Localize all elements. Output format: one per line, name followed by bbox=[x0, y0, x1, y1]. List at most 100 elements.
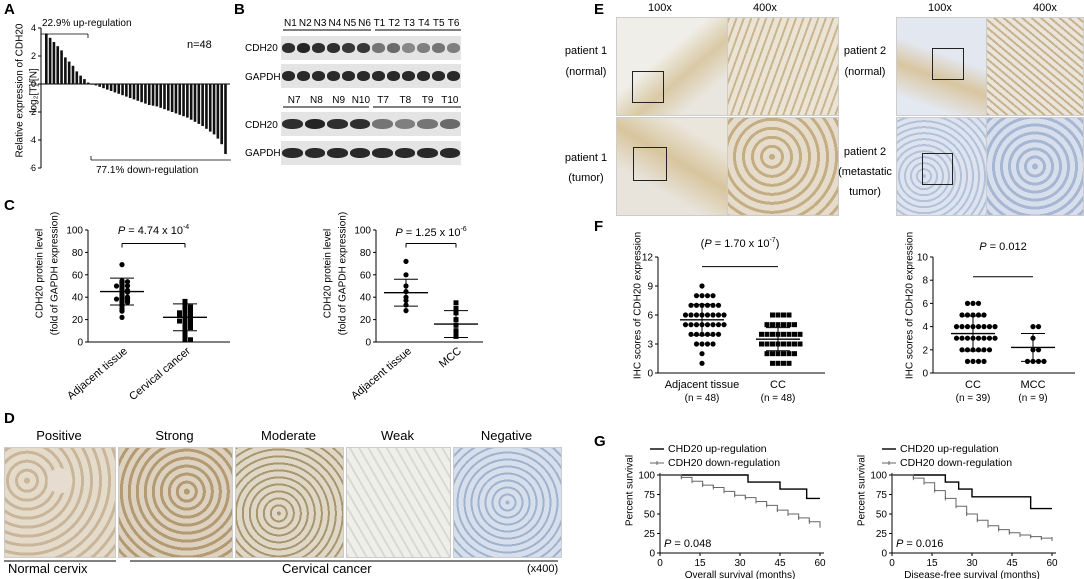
a-bar bbox=[109, 84, 113, 91]
data-point bbox=[775, 351, 781, 357]
data-point bbox=[699, 341, 705, 347]
data-point bbox=[786, 360, 792, 366]
data-point bbox=[792, 341, 797, 347]
data-point bbox=[177, 310, 182, 316]
blot-band bbox=[327, 43, 340, 53]
data-point bbox=[704, 322, 711, 328]
a-bar bbox=[113, 84, 117, 93]
a-bar bbox=[186, 84, 189, 118]
lane-label: N1 bbox=[284, 18, 297, 29]
blot-band bbox=[372, 71, 385, 81]
p-value: P = 0.048 bbox=[664, 538, 711, 550]
panel-c-right-chart: 100 80 60 40 20 0 P = 1.25 x 10-6 Adjacent tiss… bbox=[349, 226, 483, 402]
data-point bbox=[770, 351, 775, 357]
x-label-n: (n = 48) bbox=[685, 393, 720, 404]
lane-label: T2 bbox=[388, 18, 401, 29]
data-point bbox=[786, 341, 792, 347]
survival-curve bbox=[660, 474, 820, 500]
ytick-label: 100 bbox=[638, 471, 655, 482]
lane-label: T8 bbox=[399, 95, 412, 106]
panel-label-a: A bbox=[4, 1, 15, 18]
e-p2-normal-400x bbox=[986, 17, 1084, 116]
blot-band bbox=[297, 71, 310, 81]
data-point bbox=[699, 360, 705, 366]
blot-band bbox=[304, 148, 325, 158]
legend-up: CHD20 up-regulation bbox=[900, 443, 999, 455]
data-point bbox=[792, 331, 797, 337]
panel-c-left-ylabel2: (fold of GAPDH expression) bbox=[49, 211, 61, 336]
a-bar bbox=[64, 57, 67, 84]
ytick-label: 2 bbox=[922, 345, 928, 356]
normal-cervix-label: Normal cervix bbox=[8, 561, 88, 576]
blot1-cdh20-label: CDH20 bbox=[245, 43, 278, 54]
p-value: P = 1.25 x 10-6 bbox=[395, 226, 466, 239]
data-point bbox=[119, 314, 125, 320]
e-left-mag1: 100x bbox=[648, 2, 672, 14]
a-bar bbox=[189, 84, 193, 120]
xtick-label: 60 bbox=[1046, 558, 1058, 569]
blot-band bbox=[372, 43, 385, 53]
lane-label: N8 bbox=[309, 95, 323, 106]
panel-f-right-chart: 10 8 6 4 2 0 P = 0.012 CC (n = 39) MCC (n = 9) bbox=[917, 241, 1075, 404]
panel-label-d: D bbox=[4, 410, 15, 427]
blot2-gapdh-strip bbox=[281, 141, 461, 165]
data-point bbox=[188, 323, 193, 329]
x-label: MCC bbox=[1020, 379, 1045, 391]
a-bar bbox=[151, 84, 155, 106]
a-bar bbox=[212, 84, 216, 135]
data-point bbox=[188, 304, 193, 310]
data-point bbox=[764, 322, 770, 328]
data-point bbox=[964, 312, 971, 318]
data-point bbox=[775, 360, 781, 366]
data-point bbox=[964, 358, 971, 364]
data-point bbox=[981, 358, 987, 364]
xtick-label: 60 bbox=[814, 558, 826, 569]
ytick-label: 25 bbox=[644, 529, 656, 540]
data-point bbox=[964, 335, 971, 341]
panel-a-chart: 4 2 0 -2 -4 -6 bbox=[30, 23, 231, 173]
lane-label: N9 bbox=[332, 95, 346, 106]
data-point bbox=[693, 341, 700, 347]
ytick-label: 6 bbox=[647, 311, 653, 322]
data-point bbox=[453, 300, 459, 306]
blot-band bbox=[282, 148, 303, 158]
blot2-cdh20-label: CDH20 bbox=[245, 120, 278, 131]
data-point bbox=[693, 293, 700, 299]
blot1-gapdh-label: GAPDH bbox=[245, 72, 281, 83]
blot-band bbox=[439, 119, 460, 129]
xtick-label: 0 bbox=[889, 558, 895, 569]
a-bar bbox=[98, 84, 101, 87]
e-p2-tumor-label-c: tumor) bbox=[849, 186, 881, 198]
blot2-gapdh-label: GAPDH bbox=[245, 148, 281, 159]
a-bar bbox=[174, 84, 178, 114]
panel-a-ylabel: Relative expression of CDH20 bbox=[14, 23, 26, 158]
panel-label-b: B bbox=[234, 1, 245, 18]
ytick-label: 40 bbox=[360, 293, 372, 304]
ytick-label: 100 bbox=[354, 226, 371, 237]
blot1-group-lines bbox=[283, 29, 461, 31]
data-point bbox=[715, 312, 722, 318]
data-point bbox=[975, 312, 982, 318]
e-p1-tumor-label-a: patient 1 bbox=[564, 152, 608, 164]
lane-label: N3 bbox=[313, 18, 327, 29]
data-point bbox=[775, 312, 781, 318]
blot2-group-lines bbox=[283, 106, 461, 108]
p-value: P = 0.012 bbox=[979, 241, 1026, 253]
ytick-label: 80 bbox=[72, 248, 84, 259]
ytick-label: 8 bbox=[922, 276, 928, 287]
blot-band bbox=[432, 43, 445, 53]
blot-band bbox=[394, 148, 415, 158]
blot-band bbox=[439, 148, 460, 158]
data-point bbox=[688, 312, 694, 318]
data-point bbox=[119, 261, 125, 268]
data-point bbox=[770, 331, 775, 337]
blot-band bbox=[387, 71, 400, 81]
data-point bbox=[786, 331, 792, 337]
x-label-n: (n = 39) bbox=[956, 393, 991, 404]
data-point bbox=[786, 322, 792, 328]
e-p2-tumor-label-a: patient 2 bbox=[843, 146, 887, 158]
data-point bbox=[992, 335, 998, 341]
ihc-header-moderate: Moderate bbox=[261, 428, 316, 443]
blot-band bbox=[372, 148, 393, 158]
data-point bbox=[182, 337, 188, 343]
